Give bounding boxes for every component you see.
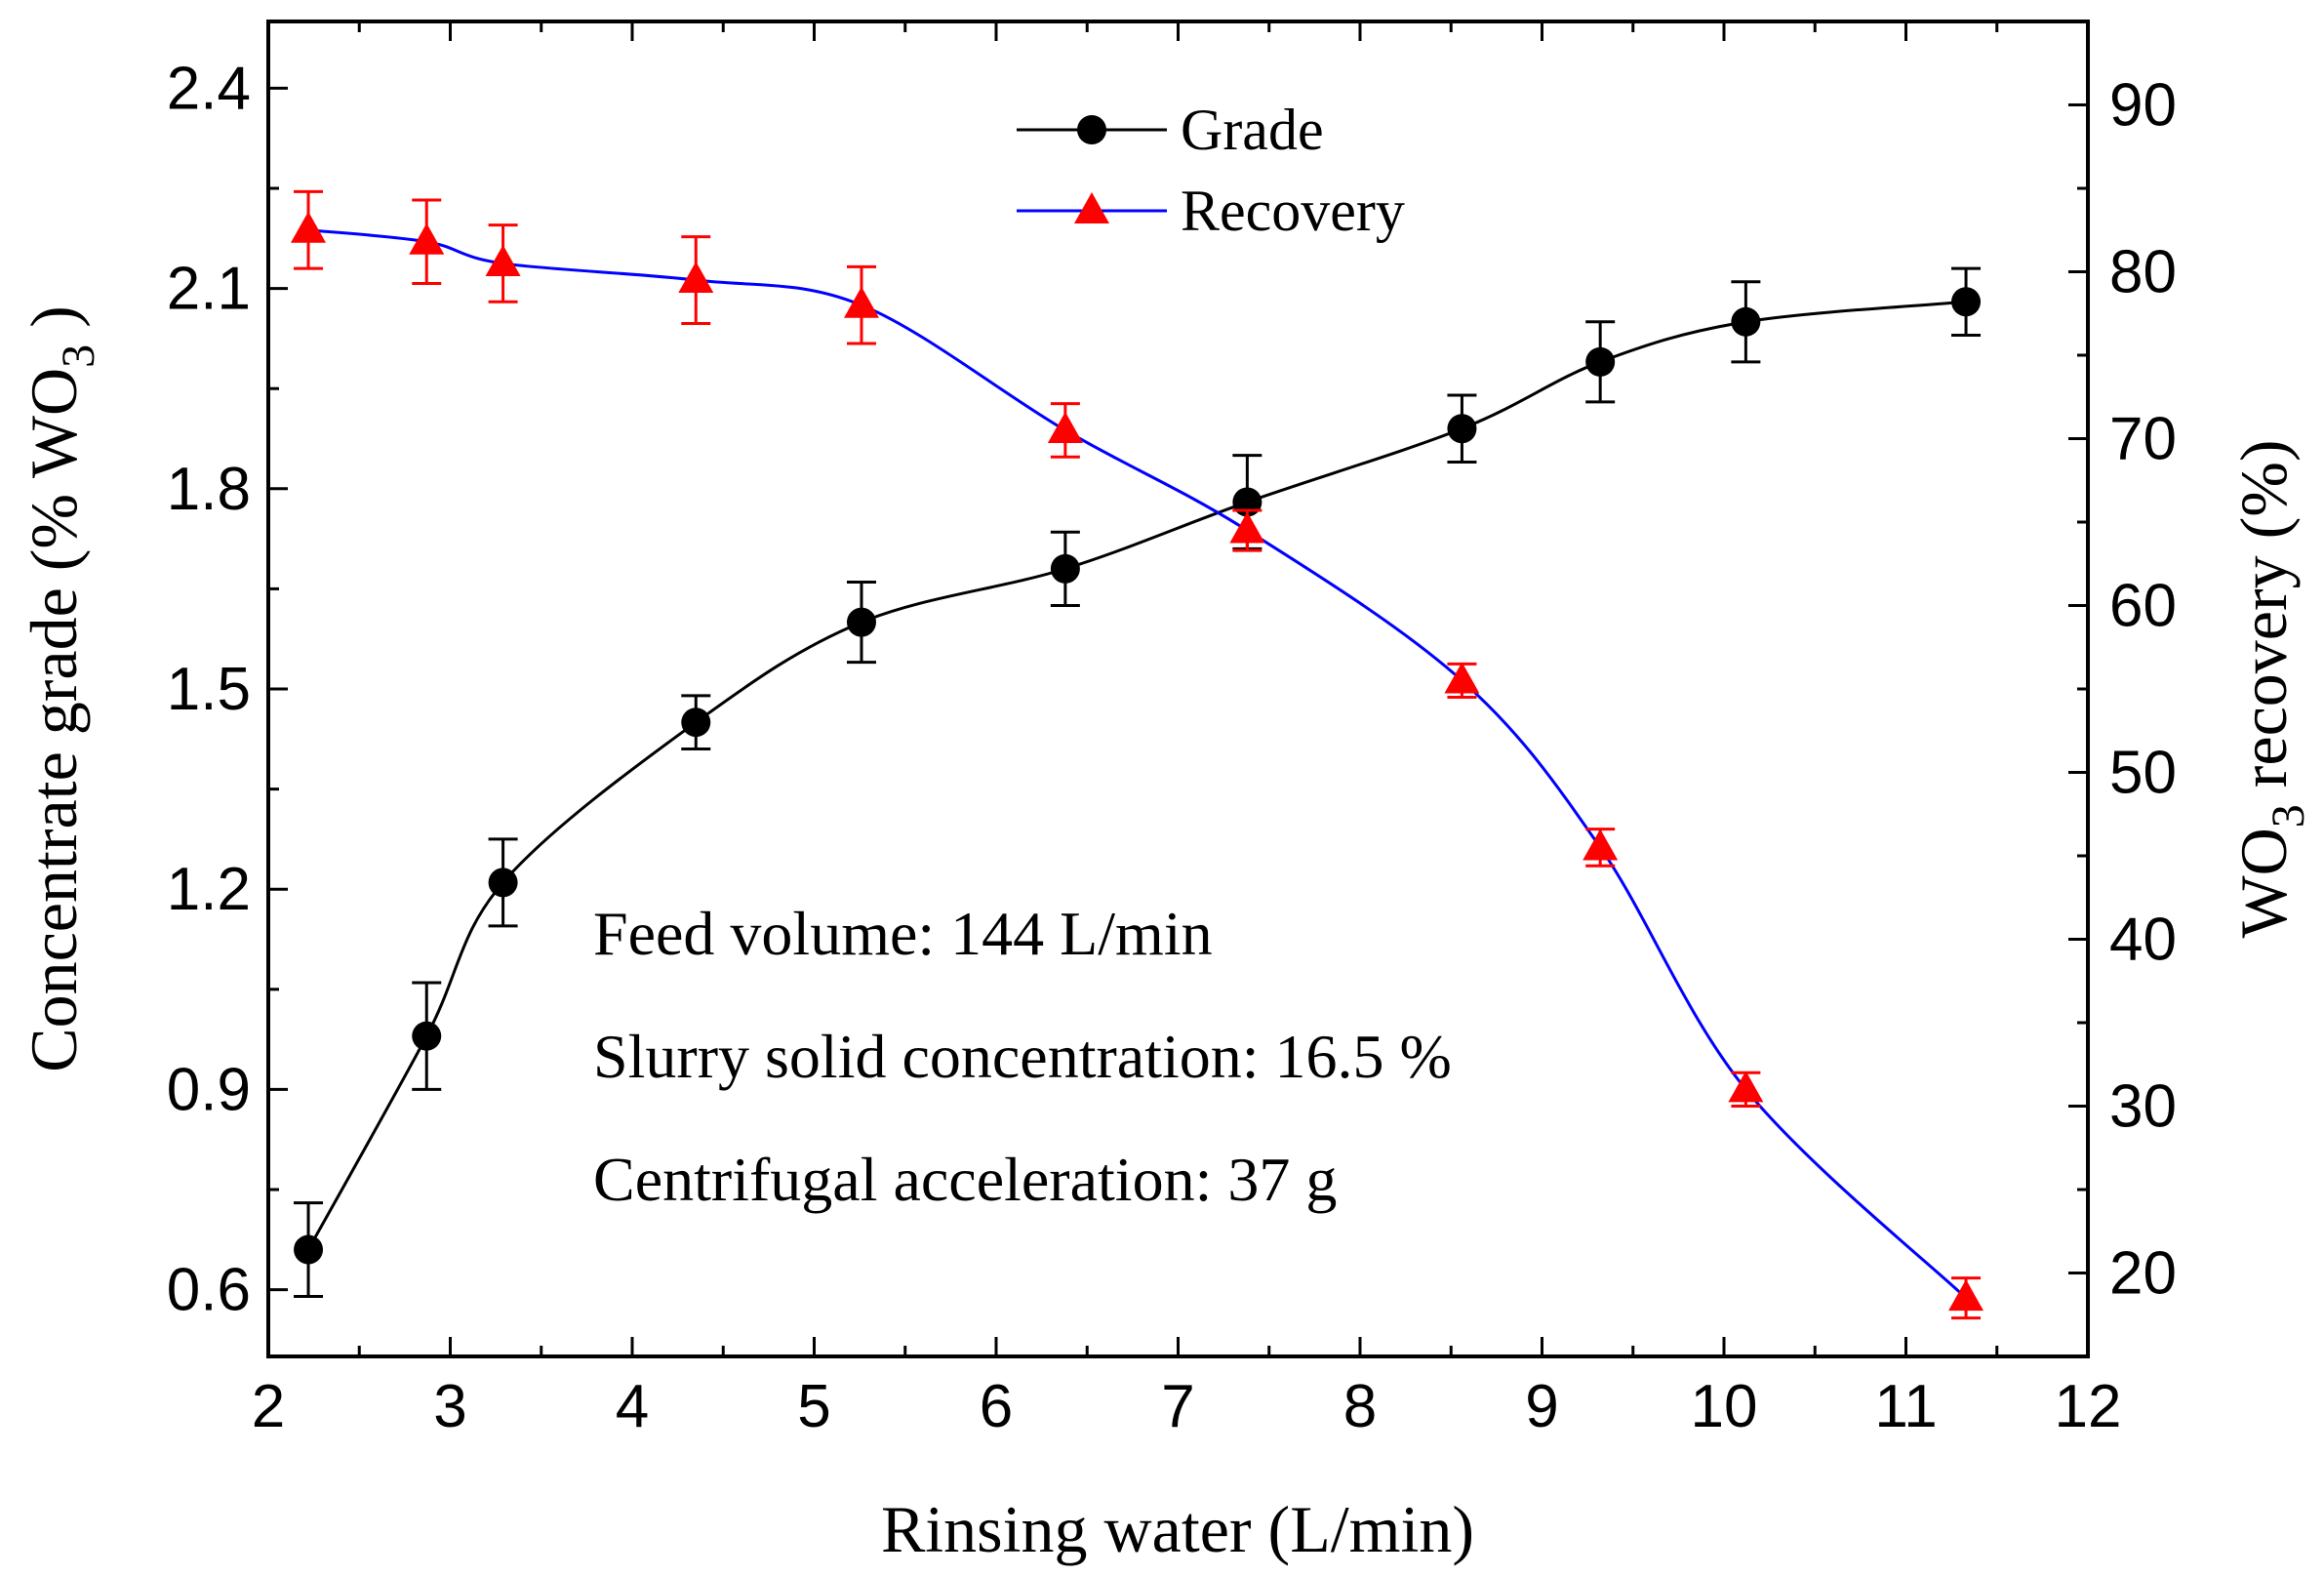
grade-point <box>1050 553 1080 584</box>
recovery-point <box>1583 828 1619 861</box>
y-right-title-sub: 3 <box>2263 804 2314 828</box>
x-tick-label: 3 <box>433 1373 466 1440</box>
y-left-tick-label: 2.1 <box>167 256 251 323</box>
recovery-point <box>485 244 521 276</box>
recovery-point <box>1444 662 1480 694</box>
grade-point <box>846 607 876 637</box>
recovery-line <box>307 228 1968 1300</box>
series-layer <box>291 189 1984 1320</box>
y-right-axis-ticks: 20 30 40 50 60 70 80 90 <box>2068 72 2177 1308</box>
x-tick-label: 8 <box>1343 1373 1377 1440</box>
y-left-tick-label: 1.8 <box>167 456 251 523</box>
grade-point <box>488 868 518 898</box>
recovery-point <box>409 222 445 255</box>
grade-line <box>306 300 1967 1251</box>
y-right-tick-label: 30 <box>2109 1073 2177 1141</box>
annotation-feed-volume: Feed volume: 144 L/min <box>593 899 1213 968</box>
series-grade <box>294 266 1982 1298</box>
y-left-axis-ticks: 0.6 0.9 1.2 1.5 1.8 2.1 2.4 <box>167 55 288 1324</box>
grade-point <box>294 1234 324 1265</box>
x-tick-label: 10 <box>1691 1373 1758 1440</box>
series-recovery <box>291 189 1984 1320</box>
annotation-centrifugal-acceleration: Centrifugal acceleration: 37 g <box>593 1145 1337 1214</box>
grade-point <box>1447 414 1477 444</box>
y-left-title-sub: 3 <box>53 344 104 368</box>
y-right-tick-label: 70 <box>2109 406 2177 473</box>
x-tick-label: 4 <box>616 1373 649 1440</box>
grade-point <box>1951 287 1982 317</box>
recovery-point <box>1047 411 1083 443</box>
legend-grade-label: Grade <box>1181 98 1324 162</box>
x-tick-label: 12 <box>2055 1373 2122 1440</box>
y-right-title-tail: recovery (%) <box>2226 439 2301 804</box>
y-left-title-main: Concentrate grade (% WO <box>17 368 91 1072</box>
y-left-tick-label: 0.9 <box>167 1056 251 1123</box>
y-right-title-main: WO <box>2226 828 2301 938</box>
x-tick-label: 7 <box>1161 1373 1194 1440</box>
x-axis-title: Rinsing water (L/min) <box>881 1492 1474 1566</box>
x-axis-ticks: 2 3 4 5 6 7 8 9 10 11 12 <box>252 21 2122 1440</box>
recovery-point <box>843 286 879 318</box>
y-left-tick-label: 1.2 <box>167 856 251 923</box>
grade-point <box>412 1021 442 1051</box>
y-left-axis-title: Concentrate grade (% WO3 ) <box>17 305 104 1072</box>
recovery-point <box>291 211 327 243</box>
recovery-point <box>1948 1279 1984 1312</box>
y-left-tick-label: 0.6 <box>167 1257 251 1324</box>
y-left-tick-label: 1.5 <box>167 656 251 723</box>
grade-point <box>1731 306 1761 337</box>
x-tick-label: 6 <box>980 1373 1013 1440</box>
y-left-title-tail: ) <box>17 305 91 344</box>
y-right-tick-label: 60 <box>2109 573 2177 640</box>
x-tick-label: 11 <box>1874 1373 1937 1440</box>
y-right-tick-label: 90 <box>2109 72 2177 140</box>
grade-point <box>1585 346 1616 377</box>
y-right-tick-label: 40 <box>2109 907 2177 974</box>
recovery-point <box>678 262 714 294</box>
legend-grade-marker <box>1077 115 1106 144</box>
recovery-point <box>1728 1071 1764 1103</box>
y-right-axis-title: WO3 recovery (%) <box>2226 439 2314 938</box>
x-tick-label: 9 <box>1525 1373 1558 1440</box>
legend-recovery-label: Recovery <box>1181 179 1405 243</box>
annotation-slurry-concentration: Slurry solid concentration: 16.5 % <box>593 1022 1452 1091</box>
y-right-tick-label: 50 <box>2109 740 2177 807</box>
y-left-tick-label: 2.4 <box>167 55 251 122</box>
y-right-tick-label: 20 <box>2109 1240 2177 1308</box>
legend-recovery-marker <box>1074 192 1109 223</box>
x-tick-label: 2 <box>252 1373 285 1440</box>
x-tick-label: 5 <box>797 1373 830 1440</box>
grade-point <box>681 707 711 738</box>
recovery-point <box>1229 511 1265 544</box>
legend: Grade Recovery <box>1017 98 1405 243</box>
y-right-tick-label: 80 <box>2109 239 2177 306</box>
